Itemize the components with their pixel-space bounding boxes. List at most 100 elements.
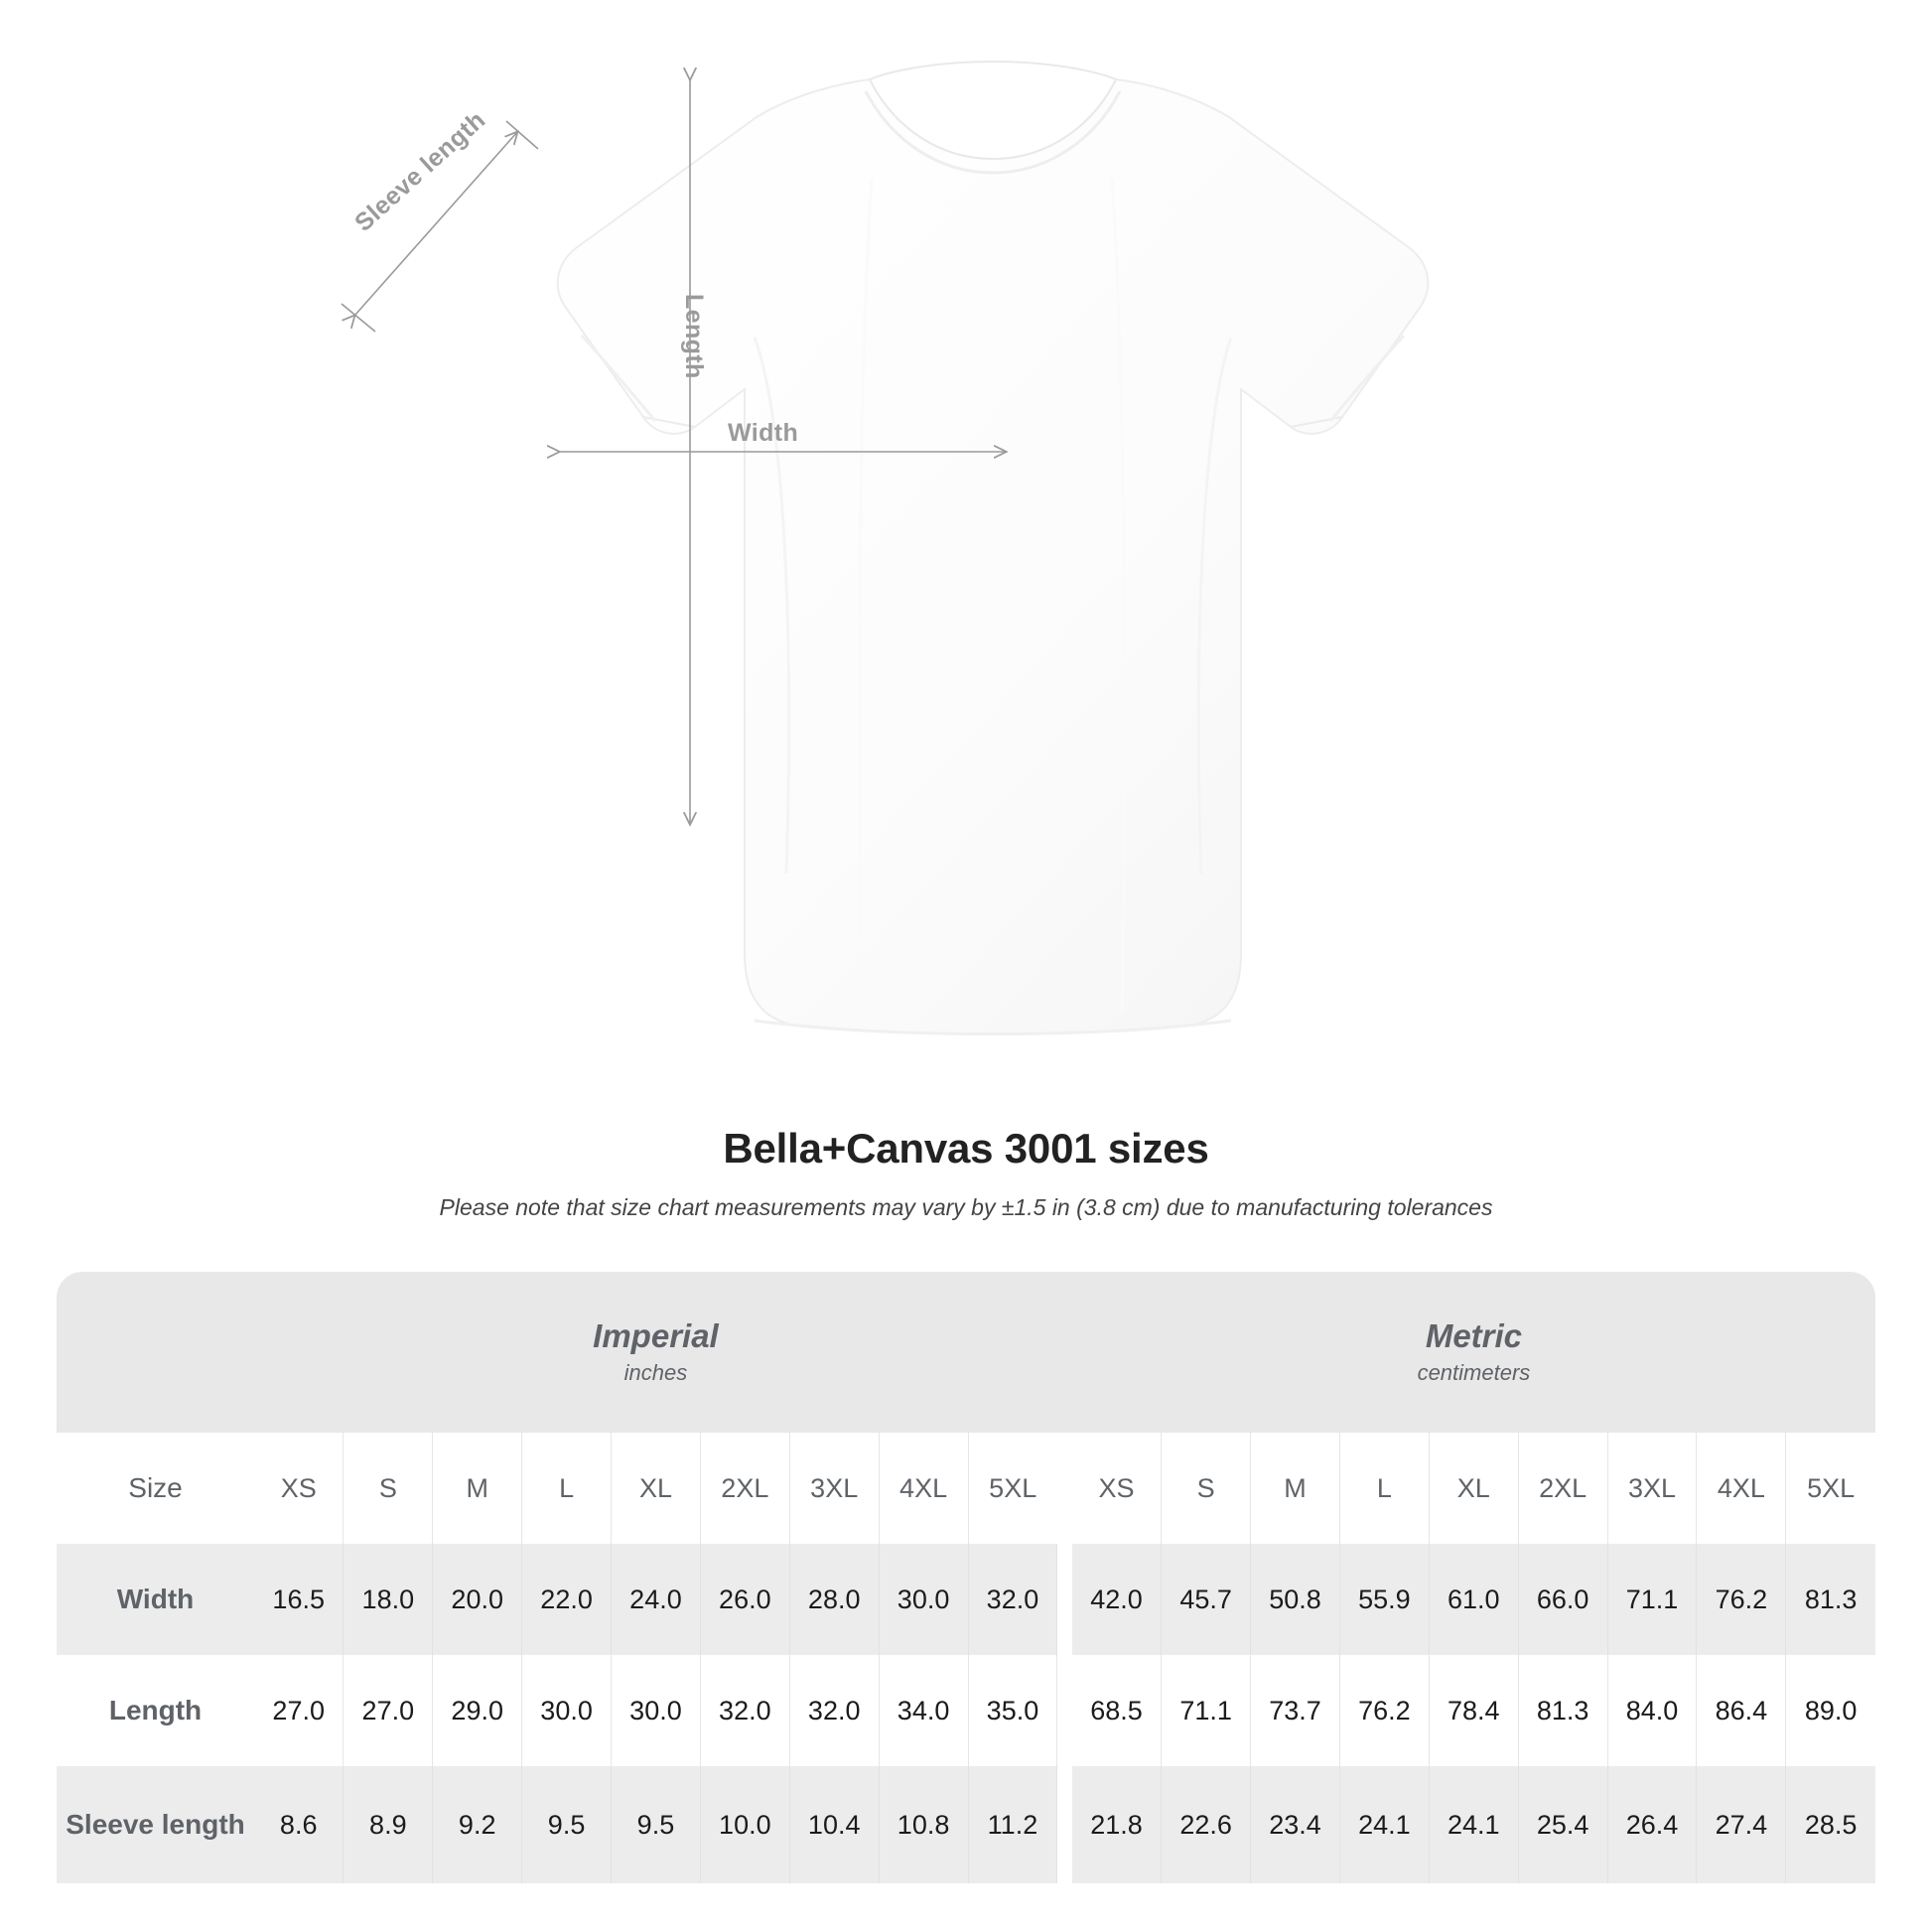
cell-sleeve-imperial-2xl: 10.0 — [699, 1766, 790, 1883]
cell-sleeve-metric-4xl: 27.4 — [1696, 1766, 1786, 1883]
group-divider — [1056, 1655, 1072, 1766]
cell-width-imperial-xl: 24.0 — [611, 1544, 701, 1655]
unit-group-imperial-name: Imperial — [593, 1316, 719, 1354]
size-header-imperial-4xl: 4XL — [878, 1433, 969, 1544]
size-header-imperial-5xl: 5XL — [967, 1433, 1057, 1544]
size-header-metric-4xl: 4XL — [1696, 1433, 1786, 1544]
sleeve-length-dimension — [341, 120, 539, 333]
cell-width-imperial-5xl: 32.0 — [967, 1544, 1057, 1655]
size-header-metric-3xl: 3XL — [1606, 1433, 1697, 1544]
cell-sleeve-metric-2xl: 25.4 — [1517, 1766, 1608, 1883]
cell-length-metric-xl: 78.4 — [1428, 1655, 1519, 1766]
size-header-row: Size XS S M L XL 2XL 3XL 4XL 5XL XS S M … — [57, 1433, 1875, 1544]
cell-length-metric-xs: 68.5 — [1071, 1655, 1162, 1766]
cell-length-metric-4xl: 86.4 — [1696, 1655, 1786, 1766]
table-row: Length 27.0 27.0 29.0 30.0 30.0 32.0 32.… — [57, 1655, 1875, 1766]
size-header-metric-m: M — [1250, 1433, 1340, 1544]
cell-sleeve-metric-5xl: 28.5 — [1785, 1766, 1875, 1883]
tshirt-illustration: Sleeve length Length Width — [341, 60, 1430, 1035]
cell-sleeve-metric-s: 22.6 — [1161, 1766, 1251, 1883]
row-label-width: Width — [57, 1544, 255, 1655]
cell-length-metric-2xl: 81.3 — [1517, 1655, 1608, 1766]
cell-sleeve-imperial-3xl: 10.4 — [788, 1766, 880, 1883]
size-header-imperial-xs: XS — [254, 1433, 344, 1544]
cell-width-metric-2xl: 66.0 — [1517, 1544, 1608, 1655]
cell-length-imperial-m: 29.0 — [432, 1655, 522, 1766]
cell-length-imperial-l: 30.0 — [521, 1655, 612, 1766]
cell-width-imperial-m: 20.0 — [432, 1544, 522, 1655]
page-title: Bella+Canvas 3001 sizes — [723, 1125, 1209, 1172]
tshirt-diagram-svg — [341, 60, 1430, 1035]
width-label: Width — [728, 419, 799, 447]
size-table-wrapper: Imperial inches Metric centimeters Size … — [57, 1272, 1875, 1883]
cell-width-imperial-4xl: 30.0 — [878, 1544, 969, 1655]
unit-group-row: Imperial inches Metric centimeters — [57, 1272, 1875, 1433]
size-header-imperial-l: L — [521, 1433, 612, 1544]
cell-width-metric-5xl: 81.3 — [1785, 1544, 1875, 1655]
size-header-imperial-3xl: 3XL — [788, 1433, 880, 1544]
unit-group-imperial: Imperial inches — [254, 1272, 1057, 1433]
cell-width-imperial-2xl: 26.0 — [699, 1544, 790, 1655]
cell-length-metric-m: 73.7 — [1250, 1655, 1340, 1766]
title-block: Bella+Canvas 3001 sizes Please note that… — [0, 1125, 1932, 1221]
size-header-imperial-m: M — [432, 1433, 522, 1544]
cell-sleeve-metric-m: 23.4 — [1250, 1766, 1340, 1883]
size-table: Imperial inches Metric centimeters Size … — [57, 1272, 1875, 1883]
size-header-metric-xs: XS — [1071, 1433, 1162, 1544]
cell-length-metric-l: 76.2 — [1338, 1655, 1430, 1766]
size-header-imperial-s: S — [343, 1433, 433, 1544]
cell-length-imperial-3xl: 32.0 — [788, 1655, 880, 1766]
size-header-imperial-xl: XL — [611, 1433, 701, 1544]
length-label: Length — [680, 294, 708, 379]
unit-group-metric-sub: centimeters — [1417, 1360, 1531, 1386]
size-header-label: Size — [57, 1433, 255, 1544]
unit-group-metric: Metric centimeters — [1071, 1272, 1875, 1433]
unit-group-metric-name: Metric — [1425, 1316, 1523, 1354]
unit-band-spacer — [1056, 1272, 1072, 1433]
cell-width-metric-3xl: 71.1 — [1606, 1544, 1697, 1655]
cell-length-imperial-4xl: 34.0 — [878, 1655, 969, 1766]
unit-group-imperial-sub: inches — [623, 1360, 688, 1386]
cell-width-imperial-3xl: 28.0 — [788, 1544, 880, 1655]
cell-length-metric-s: 71.1 — [1161, 1655, 1251, 1766]
size-header-metric-s: S — [1161, 1433, 1251, 1544]
cell-width-metric-m: 50.8 — [1250, 1544, 1340, 1655]
size-header-metric-2xl: 2XL — [1517, 1433, 1608, 1544]
cell-sleeve-metric-l: 24.1 — [1338, 1766, 1430, 1883]
cell-width-metric-l: 55.9 — [1338, 1544, 1430, 1655]
cell-length-imperial-2xl: 32.0 — [699, 1655, 790, 1766]
cell-sleeve-imperial-5xl: 11.2 — [967, 1766, 1057, 1883]
table-row: Sleeve length 8.6 8.9 9.2 9.5 9.5 10.0 1… — [57, 1766, 1875, 1883]
cell-width-imperial-xs: 16.5 — [254, 1544, 344, 1655]
cell-length-metric-5xl: 89.0 — [1785, 1655, 1875, 1766]
cell-sleeve-imperial-s: 8.9 — [343, 1766, 433, 1883]
cell-width-metric-s: 45.7 — [1161, 1544, 1251, 1655]
cell-sleeve-imperial-xs: 8.6 — [254, 1766, 344, 1883]
table-row: Width 16.5 18.0 20.0 22.0 24.0 26.0 28.0… — [57, 1544, 1875, 1655]
cell-length-imperial-s: 27.0 — [343, 1655, 433, 1766]
cell-sleeve-imperial-xl: 9.5 — [611, 1766, 701, 1883]
size-header-metric-5xl: 5XL — [1785, 1433, 1875, 1544]
tshirt-shape — [556, 60, 1430, 1035]
group-divider — [1056, 1766, 1072, 1883]
cell-sleeve-metric-xs: 21.8 — [1071, 1766, 1162, 1883]
cell-sleeve-metric-xl: 24.1 — [1428, 1766, 1519, 1883]
cell-length-imperial-5xl: 35.0 — [967, 1655, 1057, 1766]
cell-width-metric-4xl: 76.2 — [1696, 1544, 1786, 1655]
cell-width-imperial-l: 22.0 — [521, 1544, 612, 1655]
cell-width-metric-xs: 42.0 — [1071, 1544, 1162, 1655]
cell-length-imperial-xs: 27.0 — [254, 1655, 344, 1766]
cell-length-imperial-xl: 30.0 — [611, 1655, 701, 1766]
size-header-metric-xl: XL — [1428, 1433, 1519, 1544]
unit-band-blank — [57, 1272, 255, 1433]
row-label-length: Length — [57, 1655, 255, 1766]
group-divider — [1056, 1433, 1072, 1544]
cell-width-imperial-s: 18.0 — [343, 1544, 433, 1655]
group-divider — [1056, 1544, 1072, 1655]
cell-sleeve-metric-3xl: 26.4 — [1606, 1766, 1697, 1883]
cell-width-metric-xl: 61.0 — [1428, 1544, 1519, 1655]
size-header-imperial-2xl: 2XL — [699, 1433, 790, 1544]
row-label-sleeve-length: Sleeve length — [57, 1766, 255, 1883]
tolerance-note: Please note that size chart measurements… — [439, 1194, 1493, 1220]
